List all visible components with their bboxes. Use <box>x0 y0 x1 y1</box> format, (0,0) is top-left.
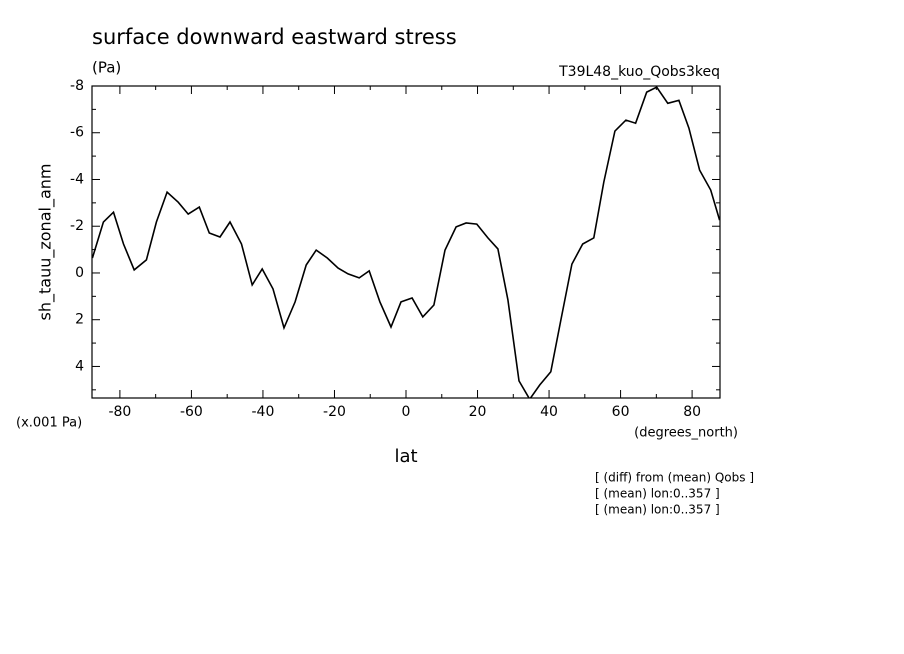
x-tick-label: 80 <box>683 404 701 420</box>
y-tick-label: -6 <box>70 125 84 141</box>
y-tick-label: 0 <box>75 265 84 281</box>
y-tick-label: 4 <box>75 358 84 374</box>
y-scale-note: (x.001 Pa) <box>16 416 82 431</box>
units: (Pa) <box>92 59 121 77</box>
y-tick-label: -4 <box>70 171 84 187</box>
data-line <box>92 86 720 398</box>
x-tick-label: 40 <box>540 404 558 420</box>
y-tick-label: -8 <box>70 78 84 94</box>
x-tick-label: -20 <box>323 404 346 420</box>
plot-frame <box>91 85 721 399</box>
x-axis-label: lat <box>394 446 417 467</box>
x-tick-label: -40 <box>252 404 275 420</box>
x-tick-label: -80 <box>108 404 131 420</box>
y-tick-label: -2 <box>70 218 84 234</box>
note: [ (diff) from (mean) Qobs ] <box>595 471 754 485</box>
note: [ (mean) lon:0..357 ] <box>595 503 720 517</box>
x-tick-label: -60 <box>180 404 203 420</box>
x-tick-label: 20 <box>469 404 487 420</box>
x-units: (degrees_north) <box>634 426 738 441</box>
y-axis-label: sh_tauu_zonal_anm <box>36 164 56 321</box>
x-tick-label: 0 <box>402 404 411 420</box>
dataset-label: T39L48_kuo_Qobs3keq <box>558 64 720 80</box>
note: [ (mean) lon:0..357 ] <box>595 487 720 501</box>
x-tick-label: 60 <box>612 404 630 420</box>
chart-title: surface downward eastward stress <box>92 25 457 49</box>
y-tick-label: 2 <box>75 312 84 328</box>
